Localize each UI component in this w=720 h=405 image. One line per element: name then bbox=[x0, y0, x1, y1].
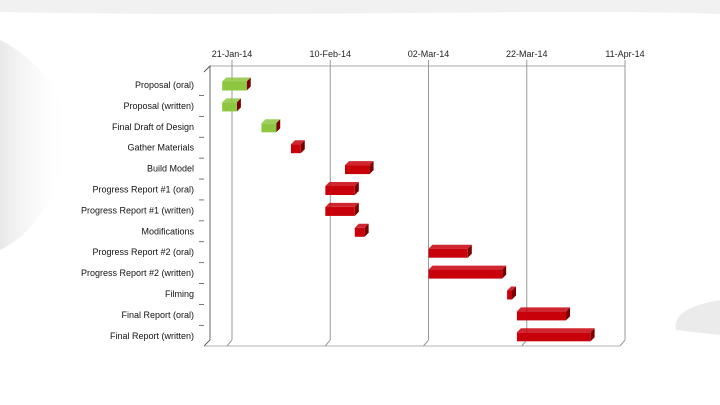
task-bar bbox=[222, 98, 241, 112]
task-label: Modifications bbox=[141, 226, 194, 236]
task-bar-front-face bbox=[325, 186, 355, 195]
task-bar-top-face bbox=[428, 265, 507, 270]
task-bar-side-face bbox=[246, 77, 251, 91]
task-bar-front-face bbox=[261, 123, 277, 133]
task-bar-side-face bbox=[236, 98, 241, 112]
right-edge-shading bbox=[675, 300, 720, 335]
task-bar-front-face bbox=[516, 332, 591, 342]
task-bar-side-face bbox=[354, 182, 359, 195]
task-label: Gather Materials bbox=[127, 143, 194, 153]
task-bar-front-face bbox=[507, 290, 513, 300]
task-bar-top-face bbox=[344, 161, 374, 166]
task-bar bbox=[516, 307, 571, 321]
task-bar-side-face bbox=[590, 328, 595, 342]
task-bar-front-face bbox=[428, 269, 503, 279]
x-gridline-foot bbox=[324, 339, 331, 347]
task-bar-top-face bbox=[516, 307, 571, 312]
task-bar-top-face bbox=[428, 244, 472, 249]
top-edge-shading bbox=[0, 0, 720, 14]
task-bar-front-face bbox=[516, 311, 567, 321]
task-label: Progress Report #2 (oral) bbox=[92, 247, 194, 257]
task-bar bbox=[261, 119, 281, 133]
left-edge-shading bbox=[0, 40, 70, 250]
task-bar bbox=[344, 161, 374, 175]
x-tick-label: 21-Jan-14 bbox=[212, 49, 253, 59]
task-bar bbox=[325, 202, 359, 216]
task-bar-side-face bbox=[364, 223, 369, 237]
task-bar-top-face bbox=[261, 119, 281, 124]
task-bar-front-face bbox=[354, 227, 365, 237]
task-bar-top-face bbox=[325, 202, 359, 207]
x-tick-label: 10-Feb-14 bbox=[309, 49, 351, 59]
task-bar-side-face bbox=[276, 119, 281, 133]
labels-layer: 21-Jan-14 10-Feb-14 02-Mar-14 22-Mar-14 11-A… bbox=[81, 49, 645, 341]
task-bar-top-face bbox=[222, 98, 241, 103]
x-tick-label: 02-Mar-14 bbox=[408, 49, 450, 59]
task-bar-front-face bbox=[344, 165, 370, 175]
x-gridline-foot bbox=[423, 339, 429, 347]
task-bar bbox=[516, 328, 595, 342]
task-label: Filming bbox=[165, 289, 194, 299]
task-label: Progress Report #1 (oral) bbox=[92, 185, 194, 195]
task-bar-side-face bbox=[467, 244, 472, 258]
task-bar-side-face bbox=[354, 202, 359, 216]
task-bar-side-face bbox=[300, 140, 305, 154]
task-bar bbox=[428, 265, 507, 279]
task-bar bbox=[428, 244, 472, 258]
task-bar-top-face bbox=[516, 328, 595, 333]
y-axis-wall bbox=[203, 64, 211, 347]
task-label: Build Model bbox=[147, 164, 194, 174]
task-label: Progress Report #1 (written) bbox=[81, 205, 194, 215]
task-bar-top-face bbox=[507, 286, 517, 291]
task-bar-side-face bbox=[369, 161, 374, 175]
task-label: Proposal (oral) bbox=[135, 80, 194, 90]
x-gridline-foot bbox=[226, 339, 233, 347]
task-label: Final Report (oral) bbox=[121, 310, 194, 320]
task-label: Progress Report #2 (written) bbox=[81, 268, 194, 278]
task-bar-top-face bbox=[222, 77, 251, 82]
task-bar-top-face bbox=[325, 182, 359, 186]
task-bar-front-face bbox=[428, 248, 468, 258]
task-bar bbox=[354, 223, 369, 237]
task-bar-front-face bbox=[222, 81, 247, 91]
task-bar-top-face bbox=[354, 223, 369, 228]
task-label: Final Report (written) bbox=[110, 331, 194, 341]
task-bar-front-face bbox=[290, 144, 301, 154]
task-bar bbox=[290, 140, 305, 154]
bars-layer bbox=[222, 77, 595, 342]
task-bar-side-face bbox=[512, 286, 517, 300]
task-bar bbox=[325, 182, 359, 195]
task-bar-side-face bbox=[502, 265, 507, 279]
task-bar-side-face bbox=[566, 307, 571, 321]
task-bar-front-face bbox=[222, 102, 237, 112]
task-bar bbox=[222, 77, 251, 91]
x-tick-label: 11-Apr-14 bbox=[605, 49, 644, 59]
grid-layer bbox=[199, 60, 626, 347]
x-tick-label: 22-Mar-14 bbox=[506, 49, 548, 59]
x-gridline-foot bbox=[619, 339, 626, 347]
task-label: Proposal (written) bbox=[123, 101, 194, 111]
task-bar-front-face bbox=[325, 206, 355, 216]
task-bar-top-face bbox=[290, 140, 305, 145]
task-label: Final Draft of Design bbox=[112, 122, 194, 132]
task-bar bbox=[507, 286, 517, 300]
